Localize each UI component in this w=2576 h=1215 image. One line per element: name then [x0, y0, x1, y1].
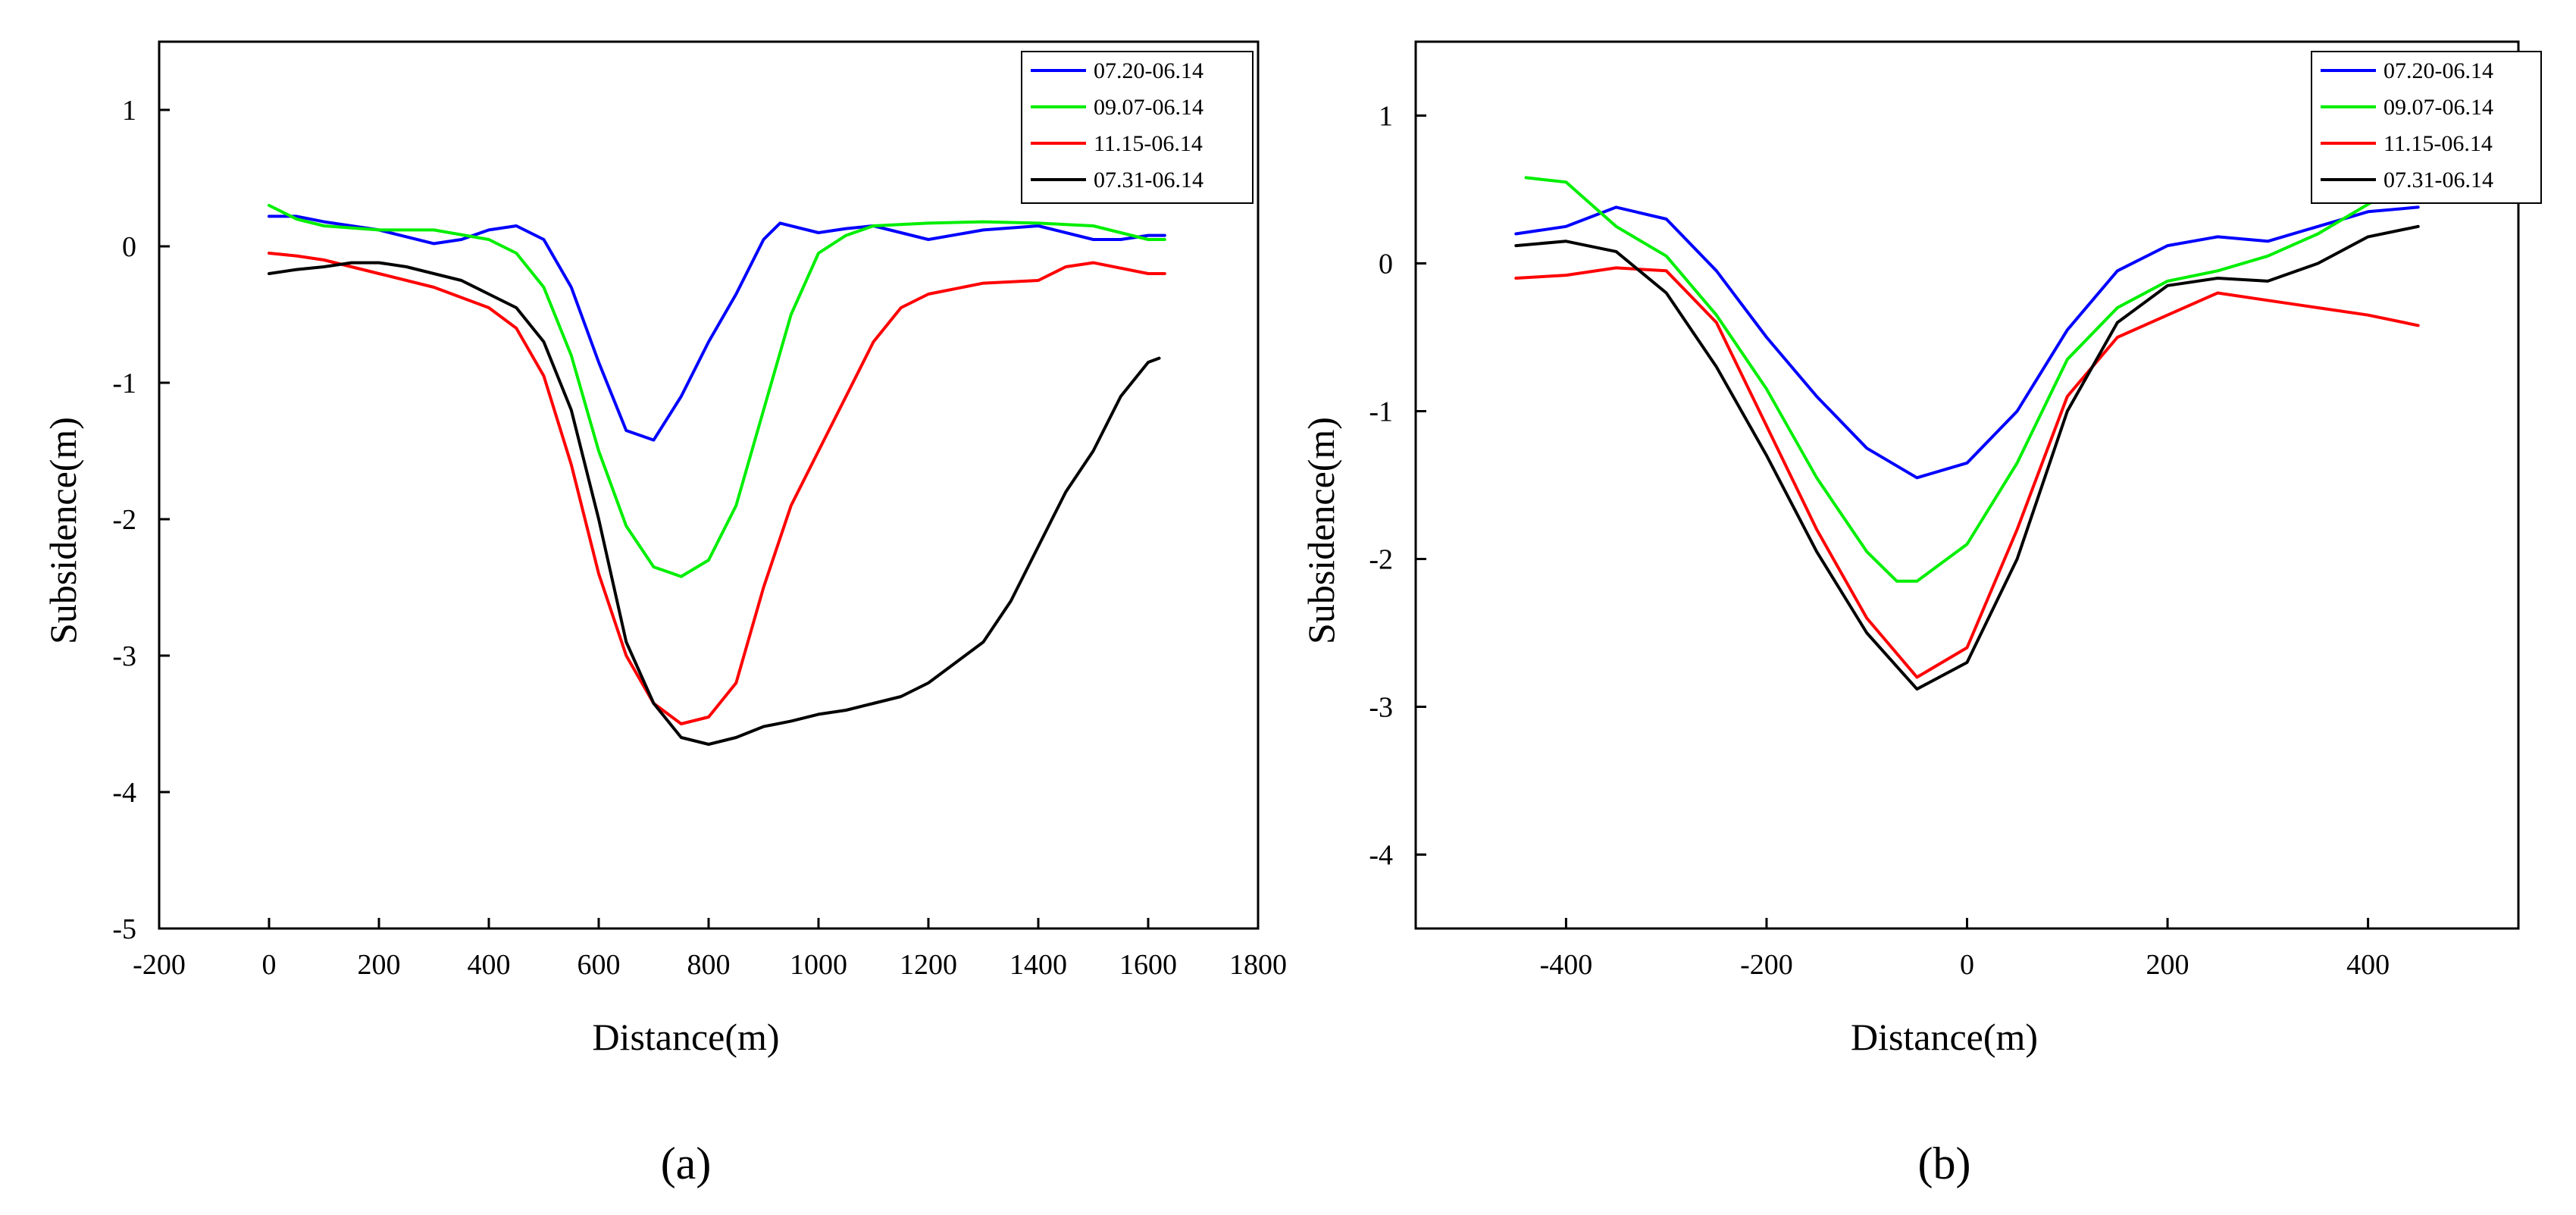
y-axis-title: Subsidence(m): [1300, 417, 1342, 644]
legend-box: [2311, 51, 2542, 204]
y-tick-label: 0: [122, 231, 136, 263]
series-line-07.20-06.14: [1514, 205, 2420, 480]
legend-box: [1021, 51, 1254, 204]
y-axis-title: Subsidence(m): [42, 417, 84, 644]
legend-label: 09.07-06.14: [1094, 95, 1203, 120]
x-axis-title: Distance(m): [1851, 1016, 2038, 1058]
x-tick-label: 1600: [1119, 949, 1177, 981]
x-tick-label: 1400: [1009, 949, 1067, 981]
legend-label: 11.15-06.14: [2384, 131, 2493, 156]
x-tick-label: 0: [1960, 949, 1974, 981]
series-line-07.31-06.14: [1514, 224, 2420, 691]
y-tick-label: -4: [112, 777, 136, 809]
series-line-07.31-06.14: [268, 261, 1161, 746]
x-tick-label: -400: [1540, 949, 1593, 981]
y-tick-label: -4: [1369, 840, 1393, 872]
legend-label: 07.31-06.14: [1094, 168, 1203, 193]
x-tick-label: 600: [577, 949, 621, 981]
y-tick-label: -3: [112, 640, 136, 672]
legend-label: 07.31-06.14: [2384, 168, 2493, 193]
y-tick-label: -1: [1369, 396, 1393, 428]
y-tick-label: -5: [112, 913, 136, 945]
series-line-09.07-06.14: [1524, 176, 2390, 583]
y-tick-label: 1: [122, 95, 136, 127]
series-line-09.07-06.14: [268, 204, 1166, 578]
legend-label: 07.20-06.14: [2384, 58, 2493, 83]
legend-label: 09.07-06.14: [2384, 95, 2493, 120]
y-tick-label: -2: [112, 504, 136, 536]
panel-label: (a): [661, 1138, 712, 1188]
x-tick-label: -200: [133, 949, 186, 981]
panel-label: (b): [1918, 1138, 1971, 1188]
y-tick-label: 1: [1379, 101, 1393, 133]
legend: 07.20-06.14 09.07-06.14 11.15-06.14 07.31-0…: [1021, 51, 1254, 204]
x-tick-label: 400: [468, 949, 511, 981]
x-tick-label: 400: [2346, 949, 2390, 981]
x-tick-label: 0: [262, 949, 277, 981]
legend: 07.20-06.14 09.07-06.14 11.15-06.14 07.31-0…: [2311, 51, 2542, 204]
y-tick-label: -2: [1369, 544, 1393, 576]
x-tick-label: 800: [687, 949, 731, 981]
y-tick-label: -1: [112, 368, 136, 399]
y-tick-label: -3: [1369, 692, 1393, 724]
x-tick-label: 200: [358, 949, 401, 981]
x-tick-label: 200: [2146, 949, 2189, 981]
series-line-11.15-06.14: [268, 252, 1166, 725]
chart-panel-b: -400 -200 0 200 400 -4 -3 -2 -1 0 1 Distance(m) Subs…: [1300, 40, 2542, 1188]
x-axis-title: Distance(m): [592, 1016, 779, 1058]
x-tick-label: 1800: [1229, 949, 1287, 981]
series-line-07.20-06.14: [268, 215, 1166, 442]
y-tick-label: 0: [1379, 249, 1393, 280]
legend-label: 11.15-06.14: [1094, 131, 1203, 156]
chart-panel-a: -200 0 200 400 600 800 1000 1200 1400 1600 1800 -5 -…: [42, 40, 1287, 1188]
series-line-11.15-06.14: [1514, 266, 2420, 679]
x-tick-label: 1200: [900, 949, 957, 981]
x-tick-label: -200: [1740, 949, 1793, 981]
legend-label: 07.20-06.14: [1094, 58, 1203, 83]
x-tick-label: 1000: [790, 949, 847, 981]
